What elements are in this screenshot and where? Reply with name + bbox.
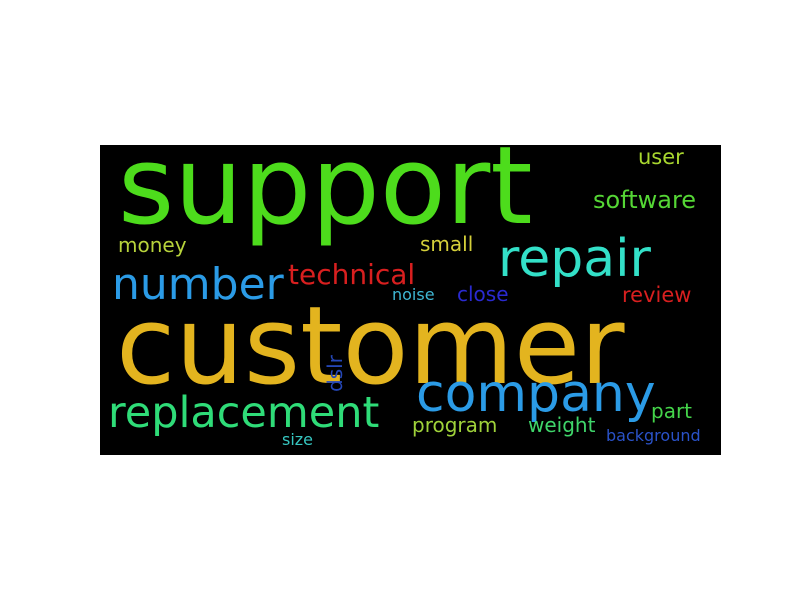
word-money: money — [118, 233, 187, 257]
word-program: program — [412, 413, 498, 437]
word-dslr: dslr — [323, 355, 347, 392]
word-customer: customer — [116, 284, 625, 409]
word-part: part — [651, 399, 693, 423]
word-review: review — [622, 283, 692, 307]
word-replacement: replacement — [108, 388, 380, 438]
word-support: support — [118, 145, 533, 249]
word-noise: noise — [392, 285, 435, 304]
word-cloud: support user software money small repair… — [100, 145, 721, 455]
word-software: software — [593, 186, 697, 214]
word-small: small — [420, 232, 474, 256]
word-size: size — [282, 430, 314, 449]
word-weight: weight — [528, 413, 596, 437]
word-repair: repair — [498, 229, 651, 289]
word-background: background — [606, 426, 701, 445]
word-number: number — [112, 259, 284, 310]
word-close: close — [457, 282, 509, 306]
word-user: user — [638, 145, 684, 169]
word-technical: technical — [288, 258, 416, 291]
word-company: company — [416, 364, 656, 424]
